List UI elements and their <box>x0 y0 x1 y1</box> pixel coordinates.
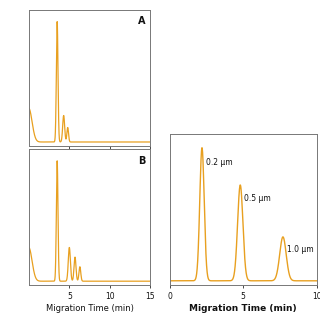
Text: 0.5 μm: 0.5 μm <box>244 194 271 203</box>
X-axis label: Migration Time (min): Migration Time (min) <box>46 304 133 313</box>
Text: A: A <box>138 16 146 27</box>
Text: B: B <box>138 156 146 166</box>
Text: 1.0 μm: 1.0 μm <box>287 245 313 254</box>
X-axis label: Migration Time (min): Migration Time (min) <box>189 304 297 313</box>
Text: 0.2 μm: 0.2 μm <box>206 158 232 167</box>
